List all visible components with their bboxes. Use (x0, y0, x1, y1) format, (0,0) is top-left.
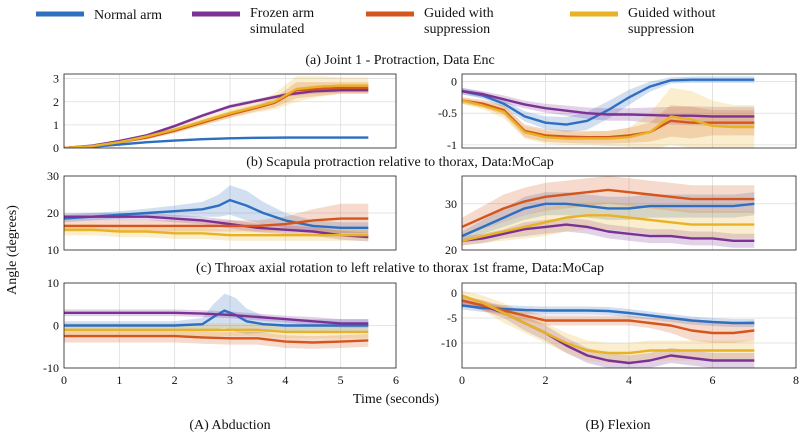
a-abduction-plot-area (64, 76, 369, 148)
c-abduction-xtick-label: 6 (393, 373, 399, 387)
c-abduction-ytick-label: -10 (43, 361, 59, 375)
c-abduction-line-frozen-arm (64, 311, 369, 325)
b-flexion-plot-area (462, 176, 755, 248)
c-flexion-band-guided-without-suppression (462, 290, 755, 363)
panel-a-flexion: -1 -0.5 0 (438, 73, 797, 152)
c-abduction-plot-area (64, 293, 369, 349)
a-abduction-ytick-label: 2 (53, 95, 59, 109)
b-flexion-band-guided-without-suppression (462, 201, 755, 246)
a-abduction-ytick-label: 1 (53, 118, 59, 132)
legend-label-normal: Normal arm (94, 8, 162, 23)
c-flexion-xtick-label: 2 (543, 373, 549, 387)
a-flexion-line-guided-without-suppression (462, 99, 755, 140)
x-axis-label: Time (seconds) (353, 392, 440, 407)
c-abduction-xtick-label: 4 (282, 373, 288, 387)
b-flexion-line-normal-arm (462, 202, 755, 238)
c-abduction-line-guided-with-suppression (64, 334, 369, 344)
a-flexion-plot-area (462, 76, 755, 148)
b-abduction-ytick-label: 30 (47, 169, 59, 183)
b-abduction-line-guided-with-suppression (64, 217, 369, 228)
c-flexion-line-normal-arm (462, 304, 755, 325)
a-abduction-ytick-label: 3 (53, 72, 59, 86)
c-flexion-ytick-label: 0 (451, 286, 457, 300)
panel-c-flexion: -10 -5 0 0 2 4 6 8 (441, 282, 799, 387)
b-abduction-line-guided-without-suppression (64, 228, 369, 237)
c-flexion-plot-area (462, 290, 755, 368)
c-flexion-band-normal-arm (462, 301, 755, 327)
b-abduction-line-frozen-arm (64, 215, 369, 239)
b-abduction-line-normal-arm (64, 198, 369, 229)
a-abduction-line-guided-without-suppression (64, 84, 369, 148)
y-axis-label: Angle (degrees) (5, 205, 20, 295)
c-abduction-xtick-label: 0 (61, 373, 67, 387)
c-abduction-xtick-label: 2 (172, 373, 178, 387)
b-abduction-ytick-label: 10 (47, 243, 59, 257)
legend: Normal arm Frozen arm simulated Guided w… (36, 6, 716, 37)
c-abduction-xtick-label: 3 (227, 373, 233, 387)
c-abduction-ytick-label: 0 (53, 319, 59, 333)
b-flexion-ytick-label: 20 (445, 243, 457, 257)
c-abduction-xtick-label: 5 (338, 373, 344, 387)
c-flexion-ytick-label: -5 (447, 311, 457, 325)
c-flexion-xtick-label: 4 (626, 373, 632, 387)
panel-b-abduction: 10 20 30 (47, 169, 397, 257)
c-abduction-band-guided-with-suppression (64, 329, 369, 349)
a-flexion-band-normal-arm (462, 76, 755, 133)
b-flexion-ytick-label: 30 (445, 197, 457, 211)
legend-label-guided-without-l1: Guided without (628, 6, 716, 21)
b-flexion-axes-frame (461, 175, 797, 251)
legend-label-guided-with-l1: Guided with (424, 6, 494, 21)
a-flexion-line-frozen-arm (462, 89, 755, 118)
c-abduction-line-normal-arm (64, 309, 369, 327)
row-title-b: (b) Scapula protraction relative to thor… (246, 155, 554, 170)
row-title-c: (c) Throax axial rotation to left relati… (196, 261, 604, 276)
c-flexion-xtick-label: 6 (710, 373, 716, 387)
a-abduction-ytick-label: 0 (53, 141, 59, 155)
b-abduction-plot-area (64, 185, 369, 242)
c-abduction-line-guided-without-suppression (64, 328, 369, 334)
c-flexion-axes-frame (461, 282, 797, 369)
c-flexion-ytick-label: -10 (441, 336, 457, 350)
a-flexion-ytick-label: 0 (451, 75, 457, 89)
a-abduction-line-normal-arm (64, 136, 369, 148)
a-abduction-band-guided-with-suppression (64, 82, 369, 148)
c-flexion-xtick-label: 8 (793, 373, 799, 387)
panel-a-abduction: 0 1 2 3 (53, 72, 397, 155)
c-abduction-xtick-label: 1 (116, 373, 122, 387)
legend-label-guided-without-l2: suppression (628, 22, 694, 37)
c-flexion-line-guided-without-suppression (462, 294, 755, 355)
b-abduction-band-guided-without-suppression (64, 224, 369, 241)
a-flexion-axes-frame (461, 73, 797, 149)
column-label-flexion: (B) Flexion (586, 418, 651, 433)
a-abduction-axes-frame (63, 73, 397, 149)
row-title-a: (a) Joint 1 - Protraction, Data Enc (305, 53, 494, 68)
b-flexion-line-frozen-arm (462, 223, 755, 242)
b-abduction-ytick-label: 20 (47, 206, 59, 220)
c-flexion-xtick-label: 0 (459, 373, 465, 387)
b-flexion-band-guided-with-suppression (462, 176, 755, 237)
a-flexion-ytick-label: -0.5 (438, 106, 457, 120)
b-abduction-axes-frame (63, 175, 397, 251)
legend-label-guided-with-l2: suppression (424, 22, 490, 37)
b-flexion-line-guided-without-suppression (462, 214, 755, 242)
c-abduction-ytick-label: 10 (47, 276, 59, 290)
c-abduction-axes-frame (63, 282, 397, 369)
a-flexion-ytick-label: -1 (447, 138, 457, 152)
legend-label-frozen-l1: Frozen arm (250, 6, 314, 21)
column-label-abduction: (A) Abduction (189, 418, 270, 433)
c-flexion-band-guided-with-suppression (462, 295, 755, 343)
legend-label-frozen-l2: simulated (250, 22, 304, 37)
a-flexion-line-normal-arm (462, 78, 755, 126)
c-flexion-line-guided-with-suppression (462, 299, 755, 335)
b-flexion-line-guided-with-suppression (462, 188, 755, 228)
